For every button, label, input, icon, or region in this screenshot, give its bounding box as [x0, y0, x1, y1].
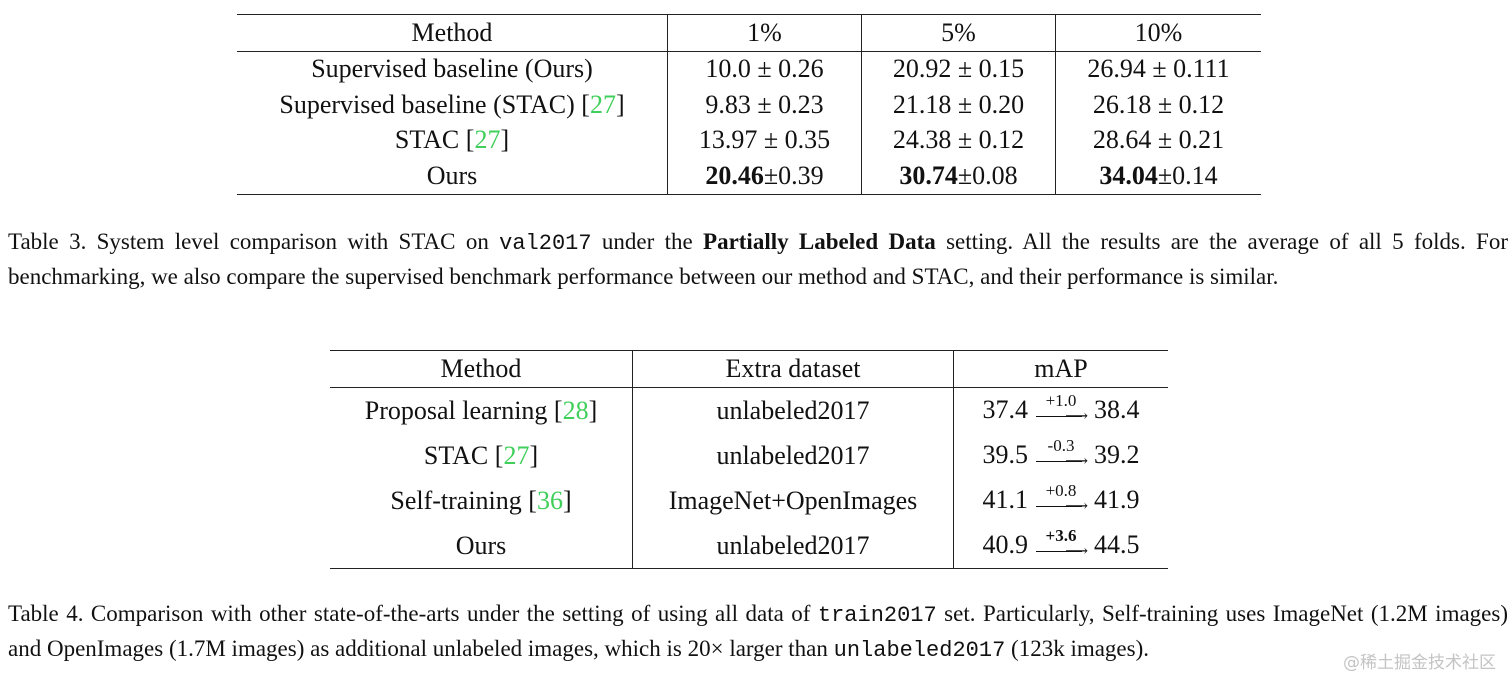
table-3-caption: Table 3. System level comparison with ST…	[8, 229, 1508, 289]
value-cell: 21.18 ± 0.20	[861, 87, 1056, 123]
arrow-icon: +1.0 ⟶	[1034, 391, 1088, 426]
extra-dataset-cell: unlabeled2017	[632, 387, 954, 433]
table-row: STAC [27] 13.97 ± 0.35 24.38 ± 0.12 28.6…	[237, 122, 1261, 158]
table-row: STAC [27] unlabeled2017 39.5 -0.3 ⟶ 39.2	[330, 433, 1168, 478]
arrow-icon: +3.6 ⟶	[1034, 526, 1088, 561]
table-4: Method Extra dataset mAP Proposal learni…	[330, 350, 1168, 569]
arrow-icon: +0.8 ⟶	[1034, 481, 1088, 516]
header-5pct: 5%	[861, 14, 1056, 52]
table-row: Self-training [36] ImageNet+OpenImages 4…	[330, 478, 1168, 523]
value-cell: 26.94 ± 0.111	[1055, 51, 1261, 87]
table-row: Proposal learning [28] unlabeled2017 37.…	[330, 387, 1168, 433]
value-cell: 28.64 ± 0.21	[1055, 122, 1261, 158]
value-cell: 20.46±0.39	[667, 158, 862, 195]
value-cell: 20.92 ± 0.15	[861, 51, 1056, 87]
watermark: @稀土掘金技术社区	[1343, 653, 1496, 673]
table-row-ours: Ours 20.46±0.39 30.74±0.08 34.04±0.14	[237, 158, 1261, 195]
header-method: Method	[237, 14, 668, 52]
citation-link[interactable]: 27	[589, 89, 616, 119]
table-row-ours: Ours unlabeled2017 40.9 +3.6 ⟶ 44.5	[330, 523, 1168, 569]
table-header-row: Method Extra dataset mAP	[330, 350, 1168, 388]
value-cell: 30.74±0.08	[861, 158, 1056, 195]
value-cell: 24.38 ± 0.12	[861, 122, 1056, 158]
extra-dataset-cell: ImageNet+OpenImages	[632, 478, 954, 523]
citation-link[interactable]: 28	[562, 395, 589, 425]
method-cell: Supervised baseline (STAC) [27]	[279, 89, 625, 119]
table-header-row: Method 1% 5% 10%	[237, 14, 1261, 52]
method-cell: Ours	[237, 158, 668, 195]
header-map: mAP	[953, 350, 1168, 388]
header-method: Method	[330, 350, 633, 388]
map-cell: 40.9 +3.6 ⟶ 44.5	[953, 523, 1168, 569]
extra-dataset-cell: unlabeled2017	[632, 523, 954, 569]
table-row: Supervised baseline (STAC) [27] 9.83 ± 0…	[237, 87, 1261, 123]
value-cell: 10.0 ± 0.26	[667, 51, 862, 87]
map-cell: 41.1 +0.8 ⟶ 41.9	[953, 478, 1168, 523]
method-cell: Proposal learning [28]	[364, 395, 598, 425]
method-cell: STAC [27]	[394, 125, 510, 155]
method-cell: Supervised baseline (Ours)	[311, 54, 593, 84]
header-1pct: 1%	[667, 14, 862, 52]
citation-link[interactable]: 36	[536, 485, 563, 515]
value-cell: 9.83 ± 0.23	[667, 87, 862, 123]
table-3: Method 1% 5% 10% Supervised baseline (Ou…	[237, 14, 1261, 195]
citation-link[interactable]: 27	[474, 125, 501, 155]
method-cell: Ours	[330, 523, 633, 569]
map-cell: 39.5 -0.3 ⟶ 39.2	[953, 433, 1168, 478]
method-cell: STAC [27]	[423, 440, 539, 470]
method-cell: Self-training [36]	[390, 485, 572, 515]
header-extra-dataset: Extra dataset	[632, 350, 954, 388]
value-cell: 34.04±0.14	[1055, 158, 1261, 195]
header-10pct: 10%	[1055, 14, 1261, 52]
value-cell: 26.18 ± 0.12	[1055, 87, 1261, 123]
arrow-icon: -0.3 ⟶	[1034, 436, 1088, 471]
table-row: Supervised baseline (Ours) 10.0 ± 0.26 2…	[237, 51, 1261, 87]
citation-link[interactable]: 27	[503, 440, 530, 470]
table-4-caption: Table 4. Comparison with other state-of-…	[8, 601, 1508, 663]
map-cell: 37.4 +1.0 ⟶ 38.4	[953, 387, 1168, 433]
value-cell: 13.97 ± 0.35	[667, 122, 862, 158]
extra-dataset-cell: unlabeled2017	[632, 433, 954, 478]
